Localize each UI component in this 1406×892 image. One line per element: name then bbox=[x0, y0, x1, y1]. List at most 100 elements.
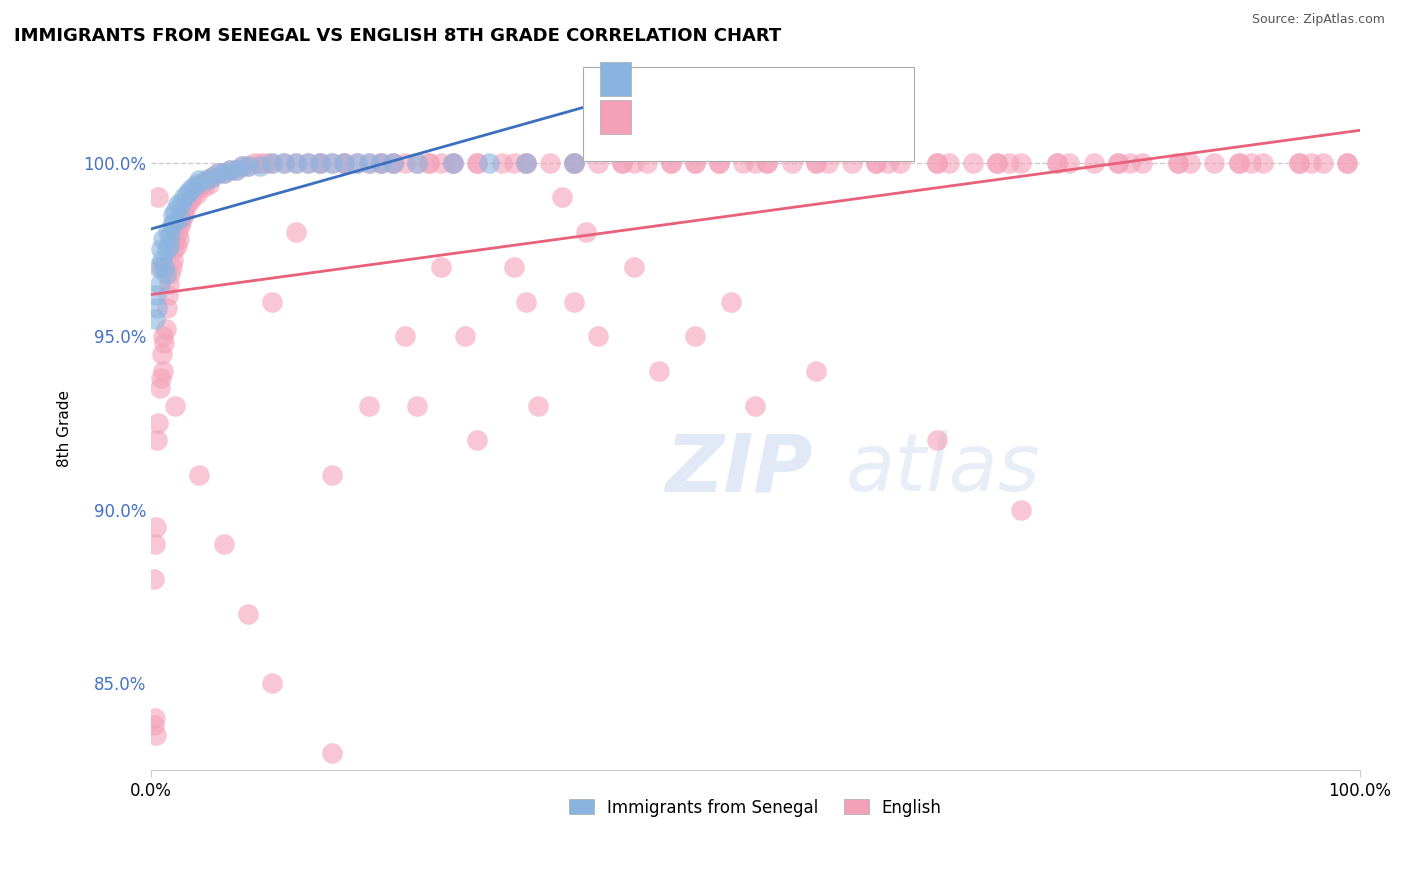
Text: N =: N = bbox=[741, 108, 783, 126]
Point bbox=[155, 267, 177, 281]
Point bbox=[191, 177, 214, 191]
Point bbox=[381, 155, 404, 169]
Point bbox=[231, 159, 253, 173]
Point bbox=[142, 572, 165, 586]
Point bbox=[430, 155, 453, 169]
Point bbox=[143, 537, 166, 551]
Point bbox=[491, 155, 513, 169]
Point bbox=[146, 301, 169, 316]
Point bbox=[841, 155, 863, 169]
Point bbox=[321, 155, 343, 169]
Point bbox=[236, 159, 259, 173]
Point bbox=[865, 155, 887, 169]
Point bbox=[188, 173, 211, 187]
Point bbox=[157, 277, 180, 292]
Point bbox=[562, 294, 585, 309]
Point bbox=[804, 364, 827, 378]
Point bbox=[707, 155, 730, 169]
Point bbox=[333, 155, 356, 169]
Point bbox=[285, 155, 308, 169]
Point bbox=[149, 260, 172, 274]
Point bbox=[148, 416, 170, 430]
Point bbox=[273, 155, 295, 169]
Point bbox=[744, 155, 766, 169]
Point bbox=[170, 215, 193, 229]
Point bbox=[165, 399, 187, 413]
Point bbox=[1336, 155, 1358, 169]
Point bbox=[515, 294, 537, 309]
Point bbox=[1288, 155, 1310, 169]
Point bbox=[683, 329, 706, 343]
Point bbox=[1167, 155, 1189, 169]
Point bbox=[346, 155, 368, 169]
Point bbox=[756, 155, 779, 169]
Point bbox=[249, 155, 271, 169]
Point bbox=[153, 260, 176, 274]
Point bbox=[145, 520, 167, 534]
Point bbox=[309, 155, 332, 169]
Point bbox=[636, 155, 658, 169]
Point bbox=[163, 243, 186, 257]
Point bbox=[183, 180, 205, 194]
Point bbox=[195, 173, 218, 187]
Point bbox=[169, 218, 191, 232]
Point bbox=[502, 155, 524, 169]
Point bbox=[370, 155, 392, 169]
Point bbox=[181, 190, 204, 204]
Point bbox=[515, 155, 537, 169]
Point bbox=[720, 294, 742, 309]
Text: IMMIGRANTS FROM SENEGAL VS ENGLISH 8TH GRADE CORRELATION CHART: IMMIGRANTS FROM SENEGAL VS ENGLISH 8TH G… bbox=[14, 27, 782, 45]
Point bbox=[441, 155, 464, 169]
Y-axis label: 8th Grade: 8th Grade bbox=[58, 390, 72, 467]
Point bbox=[159, 267, 181, 281]
Point bbox=[889, 155, 911, 169]
Point bbox=[174, 201, 197, 215]
Text: 0.307: 0.307 bbox=[688, 70, 744, 88]
Point bbox=[145, 287, 167, 301]
Point bbox=[406, 155, 429, 169]
Point bbox=[173, 208, 195, 222]
Point bbox=[163, 215, 186, 229]
Point bbox=[346, 155, 368, 169]
Point bbox=[198, 177, 221, 191]
Point bbox=[467, 155, 489, 169]
Point bbox=[166, 239, 188, 253]
Point bbox=[1107, 155, 1129, 169]
Point bbox=[1288, 155, 1310, 169]
Point bbox=[172, 208, 194, 222]
Point bbox=[285, 155, 308, 169]
Point bbox=[236, 159, 259, 173]
Point bbox=[297, 155, 319, 169]
Legend: Immigrants from Senegal, English: Immigrants from Senegal, English bbox=[562, 792, 949, 823]
Point bbox=[157, 225, 180, 239]
Point bbox=[207, 166, 229, 180]
Point bbox=[586, 155, 609, 169]
Point bbox=[756, 155, 779, 169]
Point bbox=[623, 155, 645, 169]
Point bbox=[1227, 155, 1250, 169]
Point bbox=[1083, 155, 1105, 169]
Point bbox=[176, 197, 198, 211]
Text: ZIP: ZIP bbox=[665, 430, 813, 508]
Point bbox=[160, 260, 183, 274]
Point bbox=[1059, 155, 1081, 169]
Point bbox=[173, 190, 195, 204]
Point bbox=[1010, 502, 1032, 516]
Point bbox=[152, 232, 174, 246]
Point bbox=[370, 155, 392, 169]
Point bbox=[188, 468, 211, 483]
Point bbox=[333, 155, 356, 169]
Point bbox=[877, 155, 900, 169]
Point bbox=[179, 184, 201, 198]
Point bbox=[659, 155, 682, 169]
Point bbox=[249, 159, 271, 173]
Point bbox=[212, 166, 235, 180]
Point bbox=[162, 208, 184, 222]
Point bbox=[260, 155, 283, 169]
Point bbox=[647, 364, 669, 378]
Point bbox=[169, 211, 191, 226]
Text: R =: R = bbox=[645, 70, 686, 88]
Point bbox=[1046, 155, 1069, 169]
Text: Source: ZipAtlas.com: Source: ZipAtlas.com bbox=[1251, 13, 1385, 27]
Point bbox=[744, 399, 766, 413]
